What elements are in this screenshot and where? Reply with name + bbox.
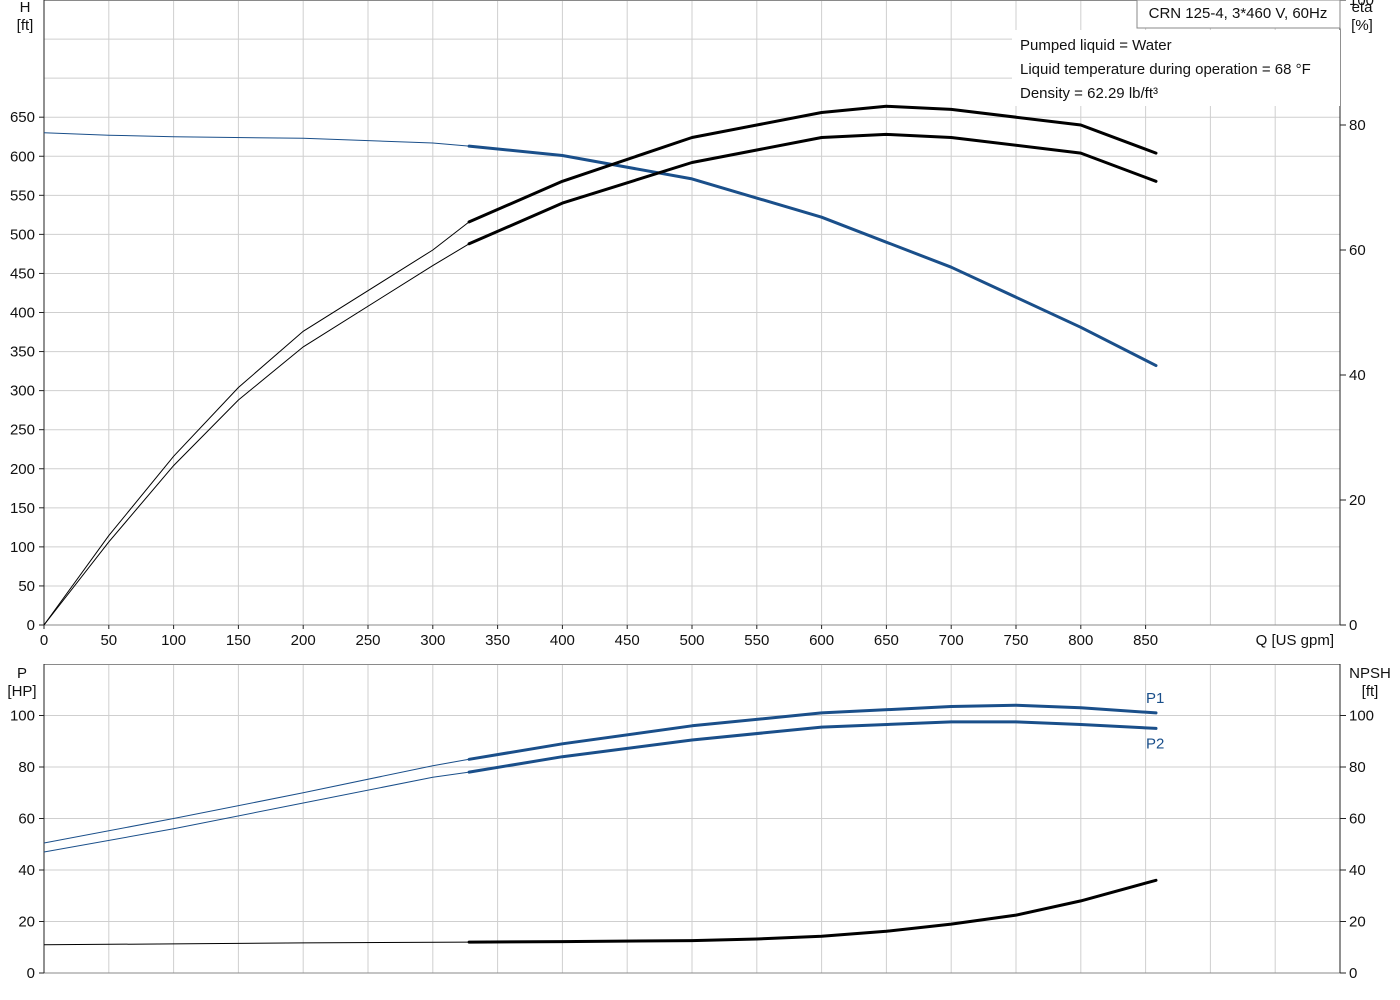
right-tick-label: 60 (1349, 811, 1366, 828)
left-tick-label: 600 (10, 148, 35, 165)
series-label-p1: P1 (1146, 690, 1164, 707)
x-tick-label: 800 (1068, 632, 1093, 649)
left-tick-label: 0 (27, 965, 35, 982)
pump-title-box (1136, 0, 1341, 29)
right-tick-label: 100 (1349, 708, 1374, 725)
x-tick-label: 450 (615, 632, 640, 649)
left-tick-label: 550 (10, 187, 35, 204)
bottom-left-axis-label-2: [HP] (7, 683, 36, 700)
bottom-right-axis-label-1: NPSH (1349, 665, 1391, 682)
left-tick-label: 20 (18, 914, 35, 931)
x-tick-label: 150 (226, 632, 251, 649)
left-tick-label: 350 (10, 344, 35, 361)
series-label-p2: P2 (1146, 735, 1164, 752)
x-tick-label: 600 (809, 632, 834, 649)
axis-ticks: 0501001502002503003504004505005506006500… (10, 0, 1374, 982)
right-tick-label: 20 (1349, 914, 1366, 931)
x-tick-label: 750 (1003, 632, 1028, 649)
left-tick-label: 200 (10, 461, 35, 478)
x-tick-label: 0 (40, 632, 48, 649)
x-tick-label: 700 (939, 632, 964, 649)
curve-operating-1-2 (467, 878, 1158, 944)
curve-operating-1-0 (467, 703, 1158, 761)
left-tick-label: 0 (27, 617, 35, 634)
top-right-axis-label-2: [%] (1351, 17, 1373, 34)
left-tick-label: 650 (10, 109, 35, 126)
curve-extrapolated-1-2 (43, 941, 470, 946)
curve-operating-0-0 (467, 144, 1158, 368)
x-tick-label: 850 (1133, 632, 1158, 649)
curve-operating-1-1 (467, 720, 1158, 774)
x-tick-label: 550 (744, 632, 769, 649)
pump-title: CRN 125-4, 3*460 V, 60Hz (1149, 5, 1328, 22)
top-left-axis-label-1: H (20, 0, 31, 16)
x-tick-label: 300 (420, 632, 445, 649)
right-tick-label: 20 (1349, 492, 1366, 509)
x-tick-label: 100 (161, 632, 186, 649)
x-tick-label: 400 (550, 632, 575, 649)
top-right-axis-label-1: eta (1352, 0, 1374, 16)
right-tick-label: 40 (1349, 862, 1366, 879)
left-tick-label: 100 (10, 539, 35, 556)
x-tick-label: 50 (100, 632, 117, 649)
left-tick-label: 400 (10, 305, 35, 322)
left-tick-label: 50 (18, 578, 35, 595)
info-panel (1012, 30, 1340, 106)
x-axis-label: Q [US gpm] (1256, 632, 1334, 649)
left-tick-label: 500 (10, 226, 35, 243)
curve-extrapolated-1-0 (43, 758, 470, 844)
right-tick-label: 80 (1349, 117, 1366, 134)
bottom-right-axis-label-2: [ft] (1362, 683, 1379, 700)
x-tick-label: 650 (874, 632, 899, 649)
left-tick-label: 40 (18, 862, 35, 879)
left-tick-label: 150 (10, 500, 35, 517)
info-pumped-liquid: Pumped liquid = Water (1020, 37, 1172, 54)
left-tick-label: 100 (10, 708, 35, 725)
right-tick-label: 0 (1349, 617, 1357, 634)
left-tick-label: 450 (10, 265, 35, 282)
curve-extrapolated-0-0 (43, 132, 470, 147)
right-tick-label: 40 (1349, 367, 1366, 384)
x-tick-label: 500 (679, 632, 704, 649)
curve-operating-0-2 (467, 132, 1158, 246)
right-tick-label: 0 (1349, 965, 1357, 982)
right-tick-label: 60 (1349, 242, 1366, 259)
left-tick-label: 80 (18, 759, 35, 776)
grid (43, 0, 1341, 974)
right-tick-label: 100 (1349, 0, 1374, 9)
x-tick-label: 200 (291, 632, 316, 649)
x-tick-label: 250 (355, 632, 380, 649)
right-tick-label: 80 (1349, 759, 1366, 776)
curve-extrapolated-0-2 (43, 243, 470, 626)
top-left-axis-label-2: [ft] (17, 17, 34, 34)
left-tick-label: 250 (10, 422, 35, 439)
info-liquid-temperature: Liquid temperature during operation = 68… (1020, 61, 1311, 78)
curve-operating-0-1 (467, 104, 1158, 224)
bottom-left-axis-label-1: P (17, 665, 27, 682)
curves: P1 P2 (43, 104, 1164, 946)
left-tick-label: 300 (10, 383, 35, 400)
info-density: Density = 62.29 lb/ft³ (1020, 85, 1158, 102)
left-tick-label: 60 (18, 811, 35, 828)
curve-extrapolated-1-1 (43, 771, 470, 853)
curve-extrapolated-0-1 (43, 221, 470, 626)
x-tick-label: 350 (485, 632, 510, 649)
